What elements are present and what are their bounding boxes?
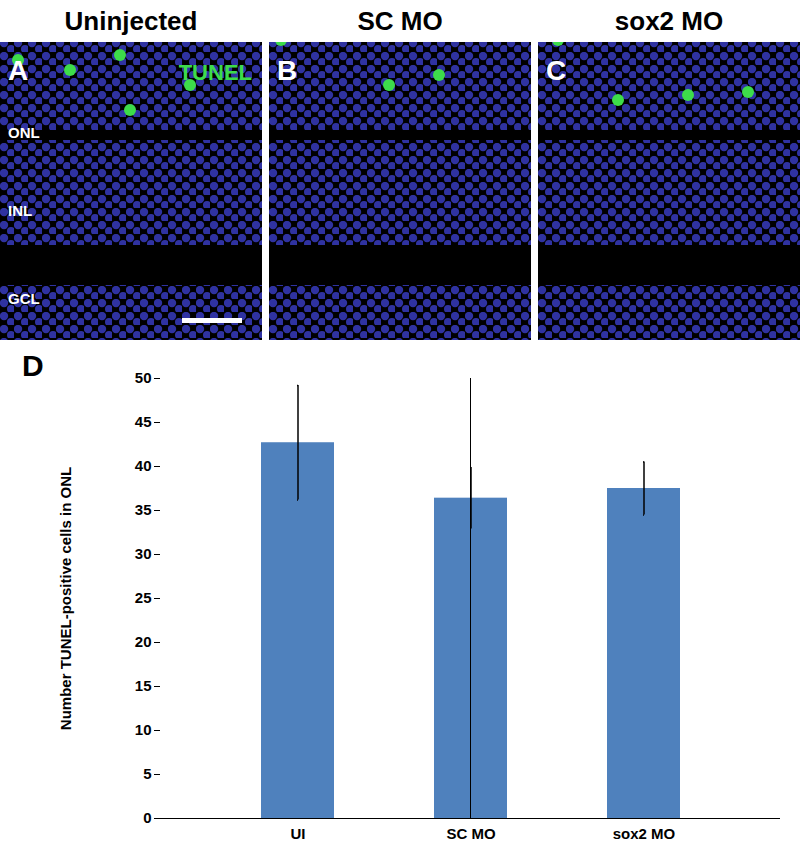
svg-text:45: 45 xyxy=(135,413,152,430)
svg-text:Uninjected: Uninjected xyxy=(65,6,198,36)
svg-text:35: 35 xyxy=(135,501,152,518)
svg-text:Number TUNEL-positive cells in: Number TUNEL-positive cells in ONL xyxy=(57,467,74,730)
svg-text:sox2 MO: sox2 MO xyxy=(615,6,723,36)
svg-text:UI: UI xyxy=(291,825,306,842)
svg-text:TUNEL: TUNEL xyxy=(179,60,252,85)
svg-text:5: 5 xyxy=(143,765,151,782)
svg-text:C: C xyxy=(546,55,566,86)
svg-text:30: 30 xyxy=(135,545,152,562)
svg-text:20: 20 xyxy=(135,633,152,650)
svg-text:40: 40 xyxy=(135,457,152,474)
svg-text:B: B xyxy=(277,55,297,86)
svg-text:SC MO: SC MO xyxy=(357,6,442,36)
svg-text:SC MO: SC MO xyxy=(446,825,496,842)
svg-text:0: 0 xyxy=(143,809,151,826)
svg-text:15: 15 xyxy=(135,677,152,694)
svg-text:sox2 MO: sox2 MO xyxy=(613,825,676,842)
svg-text:ONL: ONL xyxy=(8,124,40,141)
svg-text:GCL: GCL xyxy=(8,290,40,307)
html-text:D: D xyxy=(22,349,44,382)
svg-text:INL: INL xyxy=(8,202,32,219)
svg-text:50: 50 xyxy=(135,369,152,386)
svg-text:10: 10 xyxy=(135,721,152,738)
svg-text:25: 25 xyxy=(135,589,152,606)
svg-text:A: A xyxy=(8,55,28,86)
